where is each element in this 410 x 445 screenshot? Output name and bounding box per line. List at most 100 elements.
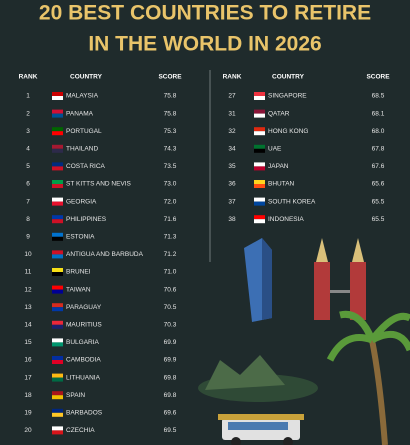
score: 69.9 <box>164 357 177 364</box>
country: BHUTAN <box>268 181 295 188</box>
rank: 2 <box>26 110 30 117</box>
country: BARBADOS <box>66 410 103 417</box>
flag <box>52 342 63 347</box>
flag <box>52 197 63 202</box>
flag <box>254 92 265 96</box>
score: 73.0 <box>164 181 177 188</box>
country: ST KITTS AND NEVIS <box>66 181 132 188</box>
flag <box>254 201 265 206</box>
country: LITHUANIA <box>66 374 101 381</box>
rank: 1 <box>26 93 30 100</box>
flag <box>52 219 63 224</box>
flag <box>52 184 63 188</box>
country: SPAIN <box>66 392 85 399</box>
rank: 5 <box>26 163 30 170</box>
flag <box>52 144 63 149</box>
score: 69.6 <box>164 410 177 417</box>
palm-leaves <box>326 310 410 362</box>
flag <box>52 166 63 171</box>
flag <box>52 250 63 255</box>
rank: 34 <box>228 146 236 153</box>
country: THAILAND <box>66 146 98 153</box>
score: 69.8 <box>164 374 177 381</box>
column-header: SCORE <box>158 74 182 81</box>
rank: 38 <box>228 216 236 223</box>
flag <box>52 338 63 343</box>
flag <box>52 180 63 184</box>
flag <box>52 268 63 272</box>
flag <box>254 219 265 224</box>
flag <box>254 109 265 114</box>
flag <box>52 320 63 325</box>
flag <box>254 113 265 118</box>
rank: 10 <box>24 251 32 258</box>
rank: 11 <box>25 269 32 276</box>
flag <box>52 254 63 259</box>
score: 69.9 <box>164 339 177 346</box>
column-header: COUNTRY <box>70 74 103 81</box>
flag <box>254 96 265 100</box>
rank: 16 <box>24 357 32 364</box>
flag <box>52 377 63 382</box>
flag <box>52 96 63 100</box>
flag <box>52 408 63 413</box>
country: PARAGUAY <box>66 304 102 311</box>
flag <box>52 285 63 290</box>
column-header: RANK <box>223 74 242 81</box>
country: ANTIGUA AND BARBUDA <box>66 251 144 258</box>
flag <box>254 162 265 167</box>
country: PORTUGAL <box>66 128 102 135</box>
score: 74.3 <box>164 146 177 153</box>
score: 71.0 <box>164 269 177 276</box>
country: BRUNEI <box>66 269 91 276</box>
country: GEORGIA <box>66 198 97 205</box>
score: 72.0 <box>164 198 177 205</box>
title-line: IN THE WORLD IN 2026 <box>88 33 321 56</box>
rank: 9 <box>26 234 30 241</box>
flag <box>254 131 265 136</box>
country: COSTA RICA <box>66 163 106 170</box>
country: CAMBODIA <box>66 357 101 364</box>
rank: 32 <box>228 128 236 135</box>
rank: 18 <box>24 392 32 399</box>
flag <box>254 127 265 132</box>
rank: 7 <box>26 198 30 205</box>
score: 70.5 <box>164 304 177 311</box>
flag <box>52 360 63 364</box>
rank: 37 <box>228 198 236 205</box>
rocks <box>205 355 285 390</box>
flag <box>52 289 63 294</box>
rank: 3 <box>26 128 30 135</box>
column-header: SCORE <box>366 74 390 81</box>
score: 75.3 <box>164 128 177 135</box>
country: MAURITIUS <box>66 322 102 329</box>
score: 71.2 <box>164 251 177 258</box>
flag <box>52 373 63 378</box>
rank: 4 <box>26 146 30 153</box>
country: UAE <box>268 146 282 153</box>
score: 68.5 <box>372 93 385 100</box>
rank: 13 <box>24 304 32 311</box>
flag <box>254 197 265 202</box>
country: HONG KONG <box>268 128 308 135</box>
score: 70.3 <box>164 322 177 329</box>
rank: 35 <box>228 163 236 170</box>
score: 75.8 <box>164 93 177 100</box>
flag <box>52 201 63 206</box>
country: CZECHIA <box>66 427 95 434</box>
score: 67.6 <box>372 163 385 170</box>
score: 71.6 <box>164 216 177 223</box>
score: 69.8 <box>164 392 177 399</box>
flag <box>52 272 63 276</box>
country: TAIWAN <box>66 286 91 293</box>
score: 68.0 <box>372 128 385 135</box>
tower-shade <box>262 238 272 320</box>
flag <box>52 236 63 241</box>
flag <box>254 144 265 149</box>
score: 65.6 <box>372 181 385 188</box>
rank: 8 <box>26 216 30 223</box>
flag <box>52 430 63 435</box>
country: BULGARIA <box>66 339 100 346</box>
score: 65.5 <box>372 198 385 205</box>
